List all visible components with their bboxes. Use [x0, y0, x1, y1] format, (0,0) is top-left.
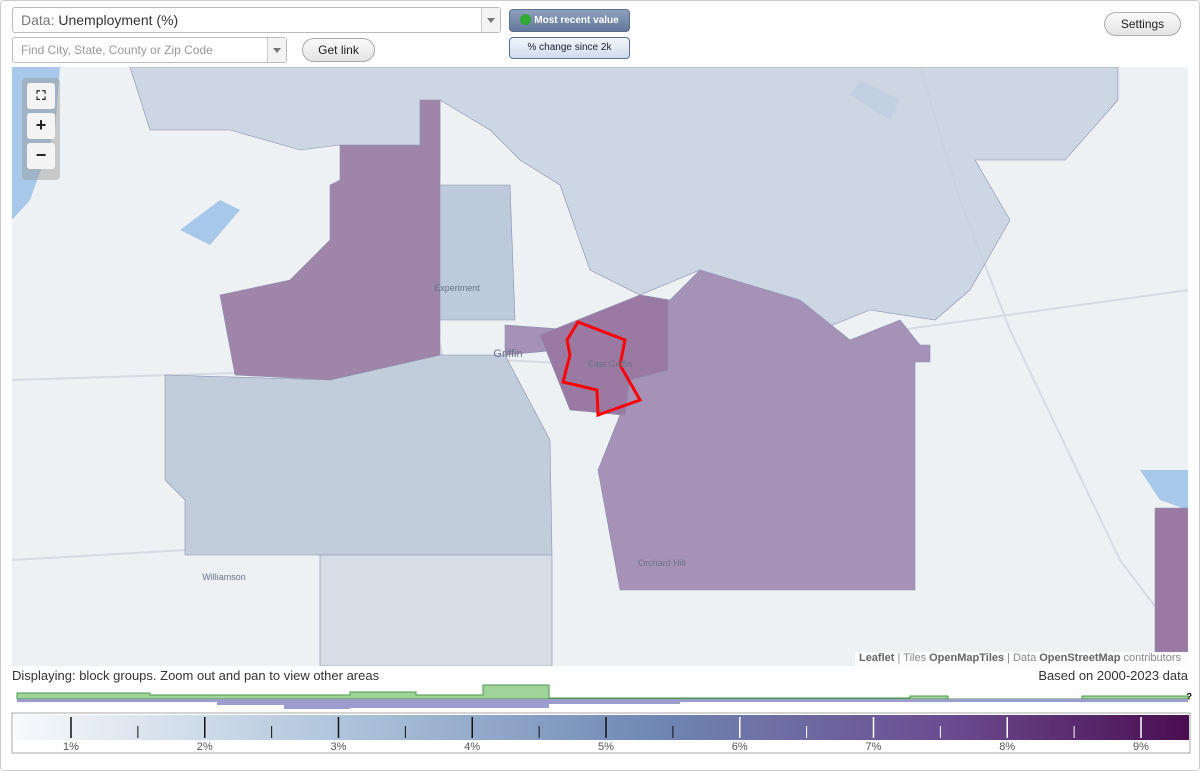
- legend-scale: [14, 715, 1189, 740]
- attribution-text: contributors: [1123, 652, 1181, 664]
- place-label: Griffin: [493, 348, 522, 360]
- place-labels: Experiment Griffin East Griffin Orchard Hil…: [202, 283, 686, 582]
- fullscreen-button[interactable]: ⛶: [27, 83, 55, 109]
- region: [129, 67, 1119, 331]
- legend: ? 1% 2% 3% 4% 5% 6% 7% 8% 9%: [11, 684, 1193, 754]
- attribution-text: |: [897, 652, 901, 664]
- legend-tick-label: 1%: [63, 741, 79, 753]
- selected-area[interactable]: [561, 320, 643, 418]
- attribution-link[interactable]: OpenStreetMap: [1039, 652, 1121, 664]
- select-caret: [481, 8, 500, 32]
- based-on-text: Based on 2000-2023 data: [1038, 668, 1188, 683]
- search-box[interactable]: Find City, State, County or Zip Code: [12, 37, 287, 63]
- legend-tick-label: 2%: [197, 741, 213, 753]
- region: [1154, 507, 1188, 653]
- data-value: Unemployment (%): [58, 12, 179, 28]
- most-recent-label: Most recent value: [534, 15, 619, 26]
- get-link-button[interactable]: Get link: [302, 38, 375, 62]
- water-body: [180, 200, 240, 245]
- attribution: Leaflet | Tiles OpenMapTiles | Data OpenStreet…: [854, 652, 1188, 666]
- region: [219, 99, 441, 381]
- legend-tick-label: 3%: [331, 741, 347, 753]
- data-select[interactable]: Data: Unemployment (%): [12, 7, 501, 33]
- place-label: Experiment: [434, 283, 480, 293]
- place-label: Williamson: [202, 572, 246, 582]
- check-icon: [520, 14, 532, 25]
- legend-tick-label: 4%: [464, 741, 480, 753]
- zoom-control: ⛶ + −: [22, 78, 60, 180]
- most-recent-toggle[interactable]: Most recent value: [509, 9, 630, 32]
- map[interactable]: Experiment Griffin East Griffin Orchard Hil…: [12, 67, 1188, 666]
- attribution-link[interactable]: OpenMapTiles: [929, 652, 1005, 664]
- zoom-out-button[interactable]: −: [27, 143, 55, 169]
- data-label: Data:: [21, 12, 55, 28]
- histogram-green: [16, 684, 1189, 700]
- zoom-in-button[interactable]: +: [27, 113, 55, 139]
- region: [429, 184, 516, 321]
- legend-tick-label: 5%: [598, 741, 614, 753]
- legend-tick-label: 8%: [999, 741, 1015, 753]
- histogram: [16, 684, 1189, 709]
- place-label: East Griffin: [588, 359, 632, 369]
- search-placeholder: Find City, State, County or Zip Code: [21, 43, 213, 57]
- water-body: [1140, 470, 1188, 510]
- attribution-text: Tiles: [903, 652, 927, 664]
- place-label: Orchard Hill: [638, 558, 686, 568]
- histogram-purple: [17, 699, 1188, 709]
- region: [164, 354, 553, 556]
- attribution-link[interactable]: Leaflet: [858, 652, 895, 664]
- displaying-text: Displaying: block groups. Zoom out and p…: [12, 668, 380, 683]
- attribution-text: |: [1007, 652, 1010, 664]
- regions: [129, 67, 1188, 666]
- legend-help[interactable]: ?: [1187, 691, 1193, 701]
- legend-ticks: 1% 2% 3% 4% 5% 6% 7% 8% 9%: [63, 717, 1149, 753]
- legend-tick-label: 7%: [866, 741, 882, 753]
- legend-tick-label: 9%: [1133, 741, 1149, 753]
- pct-change-toggle[interactable]: % change since 2k: [509, 37, 630, 59]
- attribution-text: Data: [1012, 652, 1037, 664]
- legend-tick-label: 6%: [732, 741, 748, 753]
- region: [319, 554, 553, 666]
- search-caret: [267, 38, 286, 62]
- settings-button[interactable]: Settings: [1104, 12, 1181, 36]
